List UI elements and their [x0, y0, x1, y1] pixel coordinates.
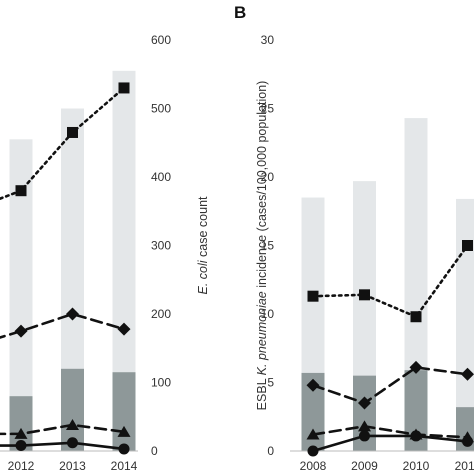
panel-b-point-square: [410, 311, 422, 323]
panel-a-point-triangle: [117, 425, 131, 437]
panel-a-point-square: [67, 126, 78, 138]
panel-a-ytick-label: 0: [151, 444, 158, 458]
panel-a-series-line-diamond: [0, 312, 126, 339]
panel-b-point-diamond: [409, 360, 423, 374]
panel-b-ytick-label: 5: [267, 376, 274, 390]
panel-b-point-triangle: [358, 420, 371, 432]
panel-a-point-diamond: [14, 324, 28, 338]
panel-a-point-circle: [15, 440, 27, 452]
panel-a-category-label: 2012: [8, 459, 35, 473]
panel-a-ytick-label: 400: [151, 170, 171, 184]
panel-b-y-axis-title: ESBL K. pneumoniae incidence (cases/100,…: [255, 81, 269, 411]
panel-b-point-circle: [307, 445, 319, 457]
panel-a-bar-subset: [61, 368, 84, 451]
panel-a-series-line-circle: [0, 441, 126, 451]
panel-b-point-square: [359, 289, 370, 301]
panel-b-point-square: [462, 240, 473, 251]
panel-b-category-label: 2008: [300, 459, 327, 473]
panel-b-point-triangle: [306, 428, 320, 440]
panel-a-bar-subset: [112, 372, 136, 451]
panel-b-bar-subset: [353, 375, 376, 451]
panel-b-point-diamond: [306, 378, 320, 392]
panel-a-category-label: 2013: [59, 459, 86, 473]
panel-b-bar-subset: [404, 370, 428, 451]
panel-a-bar-subset: [9, 396, 33, 451]
panel-b-chart: 0 5 10 15 20 25 30 ESBL K. pneumoniae incidence…: [255, 33, 474, 473]
panel-b-series-line-square: [311, 244, 469, 319]
panel-a-point-square: [118, 82, 130, 94]
panel-b-y-axis-title-prefix: ESBL: [255, 375, 269, 410]
panel-a-y-axis-title-rest: case count: [196, 196, 210, 260]
panel-a-ytick-label: 300: [151, 239, 171, 253]
panel-b-series-line-diamond: [311, 366, 469, 405]
panel-b-ytick-label: 30: [261, 33, 275, 47]
panel-a-ytick-label: 600: [151, 33, 171, 47]
panel-b-series-line-circle: [311, 434, 469, 453]
panel-b-ytick-label: 10: [261, 307, 275, 321]
panel-b-letter: B: [234, 3, 246, 22]
panel-a-series-line-square: [0, 86, 126, 201]
panel-a-ytick-label: 200: [151, 307, 171, 321]
panel-a-category-label: 2014: [111, 459, 138, 473]
panel-a-point-square: [15, 185, 27, 197]
panel-a-series-line-triangle: [0, 423, 126, 436]
panel-b-category-label: 2009: [351, 459, 378, 473]
panel-b-ytick-label: 20: [261, 170, 275, 184]
panel-b-point-circle: [359, 430, 370, 442]
panel-a-point-diamond: [66, 307, 79, 321]
panel-b-category-label: 2011: [455, 459, 474, 473]
panel-b-y-axis-title-species: K. pneumoniae: [255, 291, 269, 375]
panel-a-ytick-label: 100: [151, 376, 171, 390]
panel-b-point-diamond: [461, 367, 474, 381]
panel-a-y-axis-title-species: E. coli: [196, 259, 210, 294]
panel-b-ytick-label: 15: [261, 239, 275, 253]
panel-a-bar-total: [9, 139, 33, 451]
panel-b-point-circle: [462, 435, 473, 447]
panel-a-point-circle: [118, 443, 130, 455]
panel-b-y-axis-title-rest: incidence (cases/100,000 population): [255, 81, 269, 292]
panel-b-point-square: [307, 290, 319, 302]
panel-a-chart: 0 100 200 300 400 500 600 E. coli case count 201…: [0, 33, 210, 473]
panel-b-bar-subset: [301, 372, 325, 451]
panel-b-bar-total: [456, 198, 474, 451]
panel-b-point-diamond: [358, 396, 371, 410]
panel-a-point-diamond: [117, 322, 131, 336]
panel-a-point-triangle: [14, 427, 28, 439]
panel-a-bar-total: [112, 70, 136, 451]
panel-b-category-label: 2010: [403, 459, 430, 473]
panel-a-y-axis-title: E. coli case count: [196, 196, 210, 295]
panel-b-series-line-triangle: [311, 425, 469, 439]
panel-a-point-triangle: [66, 418, 79, 430]
panel-a-ytick-label: 500: [151, 102, 171, 116]
panel-b-ytick-label: 25: [261, 102, 275, 116]
panel-a-bar-total: [61, 108, 84, 451]
panel-a-point-circle: [67, 437, 78, 449]
panel-b-ytick-label: 0: [267, 444, 274, 458]
panel-b-point-circle: [410, 430, 422, 442]
